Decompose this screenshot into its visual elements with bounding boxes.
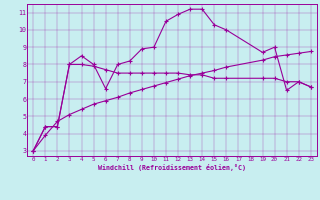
X-axis label: Windchill (Refroidissement éolien,°C): Windchill (Refroidissement éolien,°C) [98,164,246,171]
